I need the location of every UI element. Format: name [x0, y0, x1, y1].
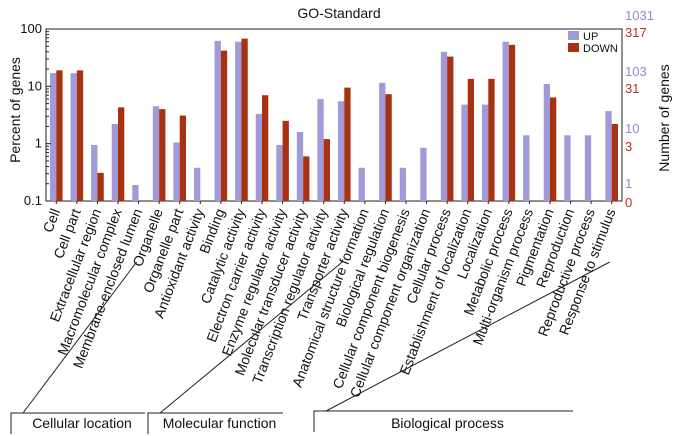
bar-down-13: [323, 139, 331, 201]
legend: UP DOWN: [568, 31, 618, 55]
bar-down-21: [488, 78, 495, 201]
bar-up-4: [132, 185, 139, 201]
bar-up-17: [399, 167, 406, 201]
bar-up-24: [543, 83, 550, 201]
y-tick-label: 0.1: [24, 193, 42, 208]
bar-down-11: [282, 120, 289, 201]
bar-down-12: [303, 156, 310, 201]
bar-down-3: [118, 107, 125, 201]
bar-up-0: [49, 73, 57, 201]
bar-up-27: [605, 111, 612, 201]
bar-up-20: [461, 104, 468, 201]
right-tick-up-label: 10: [625, 121, 639, 136]
bar-up-19: [440, 51, 448, 201]
bar-up-1: [70, 73, 77, 201]
right-tick-up-label: 103: [625, 64, 647, 79]
right-tick-up-label: 1031: [625, 8, 654, 23]
bar-up-15: [358, 167, 365, 201]
group-label: Cellular location: [32, 415, 132, 431]
bar-up-5: [152, 106, 160, 201]
bar-down-8: [220, 50, 228, 201]
group-bracket-corner: [10, 412, 23, 434]
group-bracket-line: [325, 261, 610, 412]
chart-title: GO-Standard: [297, 5, 380, 21]
group-label: Biological process: [391, 415, 504, 431]
bar-down-6: [179, 115, 187, 201]
right-tick-up-label: 1: [625, 176, 632, 191]
bar-up-10: [255, 113, 262, 201]
right-tick-down-label: 0: [625, 195, 632, 210]
bar-down-16: [385, 94, 392, 201]
right-tick-down-label: 317: [625, 25, 647, 40]
bar-up-12: [296, 131, 304, 201]
bar-up-7: [193, 167, 201, 201]
bar-up-3: [111, 124, 118, 201]
bar-down-22: [508, 44, 516, 202]
y-axis-title-right: Number of genes: [656, 64, 672, 171]
y-axis-title-left: Percent of genes: [7, 57, 23, 163]
group-bracket-line: [159, 261, 343, 414]
bar-up-22: [502, 41, 509, 201]
y-tick-label: 100: [20, 21, 42, 36]
right-tick-down-label: 31: [625, 81, 639, 96]
bar-down-2: [97, 172, 104, 201]
bar-down-19: [447, 56, 454, 201]
bar-up-13: [317, 99, 324, 201]
bar-down-14: [344, 87, 351, 201]
bar-down-1: [76, 70, 84, 201]
bar-up-26: [584, 135, 592, 201]
right-tick-down-label: 3: [625, 139, 632, 154]
bar-down-0: [56, 70, 63, 201]
plot-frame: [45, 28, 623, 202]
group-bracket-corner: [147, 412, 160, 434]
bar-up-6: [173, 142, 180, 201]
bar-up-14: [337, 101, 345, 201]
group-bracket-line: [22, 261, 137, 414]
bar-up-23: [523, 135, 530, 201]
bar-up-21: [481, 104, 489, 201]
bar-down-20: [467, 78, 475, 201]
legend-up-swatch: [568, 31, 579, 40]
bar-up-25: [564, 135, 571, 201]
legend-down-swatch: [568, 43, 579, 52]
legend-down-label: DOWN: [583, 43, 618, 55]
bar-down-24: [550, 97, 557, 201]
bar-up-2: [91, 144, 98, 201]
bar-up-16: [379, 82, 386, 201]
bar-up-8: [214, 40, 221, 202]
bar-down-5: [159, 109, 166, 201]
bar-down-9: [241, 38, 248, 201]
bar-up-18: [420, 147, 427, 201]
bar-down-10: [262, 95, 269, 201]
group-bracket-corner: [313, 410, 326, 432]
y-tick-label: 10: [28, 78, 42, 93]
bar-up-9: [235, 41, 242, 201]
bar-down-27: [611, 124, 619, 201]
bar-up-11: [276, 144, 283, 201]
group-label: Molecular function: [163, 415, 277, 431]
legend-up-label: UP: [583, 31, 598, 43]
y-tick-label: 1: [35, 136, 42, 151]
